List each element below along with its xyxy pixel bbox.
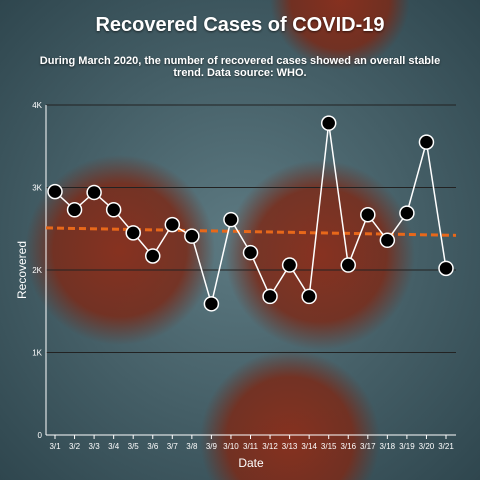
data-point xyxy=(203,296,220,312)
y-tick-label: 4K xyxy=(32,101,42,110)
data-point xyxy=(399,205,415,221)
chart-subtitle: During March 2020, the number of recover… xyxy=(39,55,441,79)
trend-line xyxy=(45,226,457,237)
virus-top xyxy=(270,0,410,70)
y-tick-label: 1K xyxy=(32,349,42,358)
y-axis-label: Recovered xyxy=(15,241,29,299)
data-point xyxy=(86,184,102,201)
data-point xyxy=(242,244,259,261)
x-tick-label: 3/21 xyxy=(438,442,454,451)
x-axis-label: Date xyxy=(238,456,264,470)
grid-lines xyxy=(45,104,456,436)
x-tick-label: 3/3 xyxy=(89,442,101,451)
x-tick-label: 3/1 xyxy=(49,442,61,451)
data-point xyxy=(262,288,278,305)
x-tick-label: 3/5 xyxy=(128,442,140,451)
x-tick-label: 3/16 xyxy=(340,442,356,451)
virus-bottom xyxy=(200,350,380,480)
x-axis-ticks: 3/1 3/2 3/3 3/4 3/5 3/6 3/7 3/8 3/9 3/10 3/11 3/12 3… xyxy=(49,435,454,451)
data-point xyxy=(184,228,200,244)
y-tick-label: 3K xyxy=(32,184,42,193)
x-tick-label: 3/13 xyxy=(282,442,298,451)
data-point xyxy=(66,202,83,218)
x-tick-label: 3/17 xyxy=(360,442,376,451)
data-points xyxy=(47,115,454,312)
x-tick-label: 3/15 xyxy=(321,442,337,451)
data-point xyxy=(379,232,396,249)
data-point xyxy=(320,115,337,131)
x-tick-label: 3/6 xyxy=(147,442,159,451)
chart-title: Recovered Cases of COVID-19 xyxy=(95,14,385,36)
y-tick-label: 0 xyxy=(38,431,43,440)
x-tick-label: 3/14 xyxy=(301,442,317,451)
x-tick-label: 3/12 xyxy=(262,442,278,451)
x-tick-label: 3/8 xyxy=(186,442,198,451)
data-point xyxy=(164,216,181,233)
data-point xyxy=(105,202,122,218)
y-tick-label: 2K xyxy=(32,266,42,275)
x-tick-label: 3/19 xyxy=(399,442,415,451)
data-point xyxy=(340,257,356,273)
data-point xyxy=(223,211,239,228)
y-axis-ticks: 0 1K 2K 3K 4K xyxy=(32,101,42,440)
data-point xyxy=(438,260,454,277)
data-point xyxy=(281,257,298,273)
data-point xyxy=(360,206,376,223)
x-tick-label: 3/10 xyxy=(223,442,239,451)
data-point xyxy=(418,134,435,150)
data-point xyxy=(47,183,63,200)
data-point xyxy=(145,248,161,264)
data-point xyxy=(125,225,141,241)
x-tick-label: 3/2 xyxy=(69,442,81,451)
x-tick-label: 3/11 xyxy=(243,442,259,451)
x-tick-label: 3/7 xyxy=(167,442,179,451)
data-point xyxy=(301,288,317,305)
x-tick-label: 3/4 xyxy=(108,442,120,451)
x-tick-label: 3/20 xyxy=(419,442,435,451)
x-tick-label: 3/18 xyxy=(380,442,396,451)
x-tick-label: 3/9 xyxy=(206,442,218,451)
